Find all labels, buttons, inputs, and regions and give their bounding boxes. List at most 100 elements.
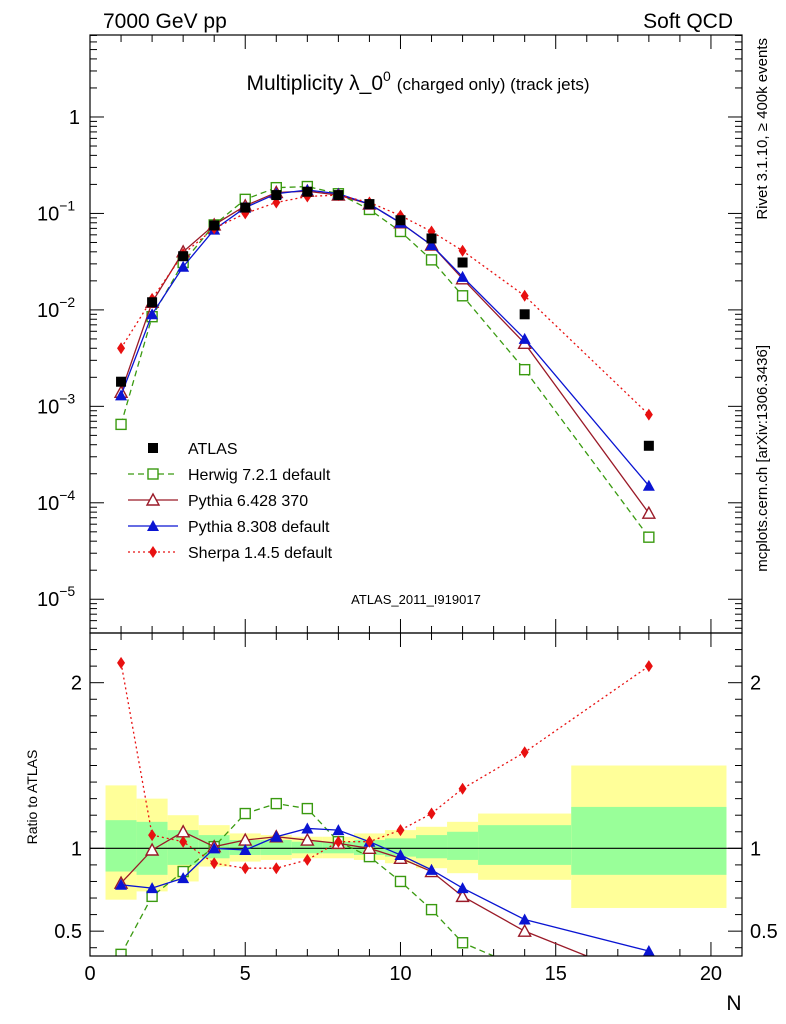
legend-label-1: Herwig 7.2.1 default [188,467,331,484]
ratio-point-sherpa-1-4-5-default [210,857,219,870]
point-pythia-8-308-default [518,332,531,344]
ratio-point-pythia-8-308-default [394,848,407,860]
ratio-point-sherpa-1-4-5-default [117,656,126,669]
ratio-point-sherpa-1-4-5-default [365,835,374,848]
ratio-plot [113,656,655,956]
point-pythia-8-308-default [642,479,655,491]
x-axis-label: N [726,992,741,1015]
ratio-point-pythia-8-308-default [208,842,221,854]
main-plot [113,180,657,543]
legend-label-0: ATLAS [188,441,238,458]
ratio-point-herwig-7-2-1-default [425,903,438,916]
ratio-point-pythia-6-428-370 [517,923,532,937]
point-atlas [457,257,468,268]
ratio-point-herwig-7-2-1-default [301,802,314,815]
y-tick-label-main: 10−3 [37,390,75,418]
ratio-point-pythia-8-308-default [642,945,655,956]
line-pythia-8-308-default [120,189,650,487]
y-tick-label-main: 10−2 [37,294,75,322]
ratio-point-pythia-8-308-default [456,882,469,894]
legend-marker-0 [148,443,158,453]
point-atlas [271,190,282,201]
x-tick-label: 0 [84,963,95,985]
ratio-point-pythia-8-308-default [146,882,159,894]
ratio-point-pythia-8-308-default [177,872,190,884]
ratio-point-herwig-7-2-1-default [115,948,127,956]
legend-label-3: Pythia 8.308 default [188,519,330,536]
ratio-point-sherpa-1-4-5-default [241,862,250,875]
ratio-point-pythia-6-428-370 [455,888,470,903]
ratio-point-sherpa-1-4-5-default [396,824,405,837]
point-atlas [519,309,530,320]
point-atlas [395,215,406,226]
ratio-point-herwig-7-2-1-default [456,937,469,949]
point-pythia-8-308-default [146,308,159,320]
x-tick-label: 15 [545,963,567,985]
point-pythia-8-308-default [456,270,469,282]
mcplots-label: mcplots.cern.ch [arXiv:1306.3436] [754,345,771,572]
ratio-point-herwig-7-2-1-default [270,797,282,810]
legend-marker-1 [147,468,159,480]
point-herwig-7-2-1-default [115,418,127,431]
band-inner-12 [478,825,572,865]
ratio-point-sherpa-1-4-5-default [520,746,529,759]
y-tick-label-main: 10−4 [37,487,75,515]
legend-marker-3 [147,520,159,531]
point-sherpa-1-4-5-default [117,342,126,355]
ratio-point-sherpa-1-4-5-default [334,835,343,848]
point-atlas [426,233,437,244]
line-pythia-6-428-370 [120,190,650,514]
point-pythia-8-308-default [115,389,128,401]
header-left: 7000 GeV pp [103,10,227,33]
ratio-point-sherpa-1-4-5-default [427,807,436,820]
point-sherpa-1-4-5-default [644,408,653,421]
ratio-point-sherpa-1-4-5-default [644,660,653,673]
series-layer [113,180,657,956]
point-herwig-7-2-1-default [425,254,438,266]
header-right: Soft QCD [643,10,733,33]
band-inner-11 [447,831,479,860]
axes-ticks: 0 5 10 15 20 10−5 10−4 10−3 10−2 10−1 1 0.5 0.5 1 1 2 2 [37,34,778,985]
y-tick-label-ratio: 1 [71,838,82,860]
legend-label-4: Sherpa 1.4.5 default [188,545,333,562]
ratio-point-sherpa-1-4-5-default [179,835,188,848]
ratio-point-sherpa-1-4-5-default [458,782,467,795]
y-tick-label-ratio: 0.5 [54,921,82,943]
point-sherpa-1-4-5-default [458,244,467,257]
ratio-point-sherpa-1-4-5-default [303,853,312,866]
legend-label-2: Pythia 6.428 370 [188,493,308,510]
ratio-point-pythia-6-428-370 [362,840,377,855]
point-herwig-7-2-1-default [643,531,655,543]
ratio-line-pythia-8-308-default [120,827,650,952]
analysis-id: ATLAS_2011_I919017 [351,592,481,607]
y-tick-label-ratio: 2 [71,673,82,695]
point-atlas [116,376,127,387]
band-inner-0 [105,820,137,872]
point-herwig-7-2-1-default [518,363,531,376]
ratio-point-pythia-8-308-default [518,913,531,925]
point-pythia-8-308-default [177,260,190,272]
point-atlas [147,297,158,308]
ratio-point-pythia-6-428-370 [300,832,315,846]
point-atlas [364,199,375,210]
rivet-label: Rivet 3.1.10, ≥ 400k events [754,38,771,220]
ratio-point-pythia-8-308-default [332,824,345,836]
ratio-point-pythia-8-308-default [425,863,438,875]
ratio-point-herwig-7-2-1-default [239,807,251,820]
ratio-frame [89,632,743,957]
ratio-point-herwig-7-2-1-default [394,875,407,888]
y-tick-label-main: 10−5 [37,583,75,611]
point-atlas [209,220,220,231]
point-pythia-6-428-370 [641,505,657,519]
legend-marker-4 [149,546,157,558]
legend-marker-2 [145,492,161,506]
point-atlas [178,251,189,262]
point-atlas [643,440,654,451]
ratio-point-sherpa-1-4-5-default [148,829,157,842]
y-tick-label-ratio-right: 0.5 [750,921,778,943]
ratio-point-pythia-8-308-default [239,843,252,855]
ratio-point-pythia-8-308-default [270,830,283,842]
point-atlas [302,186,313,197]
ratio-point-pythia-8-308-default [301,822,314,834]
